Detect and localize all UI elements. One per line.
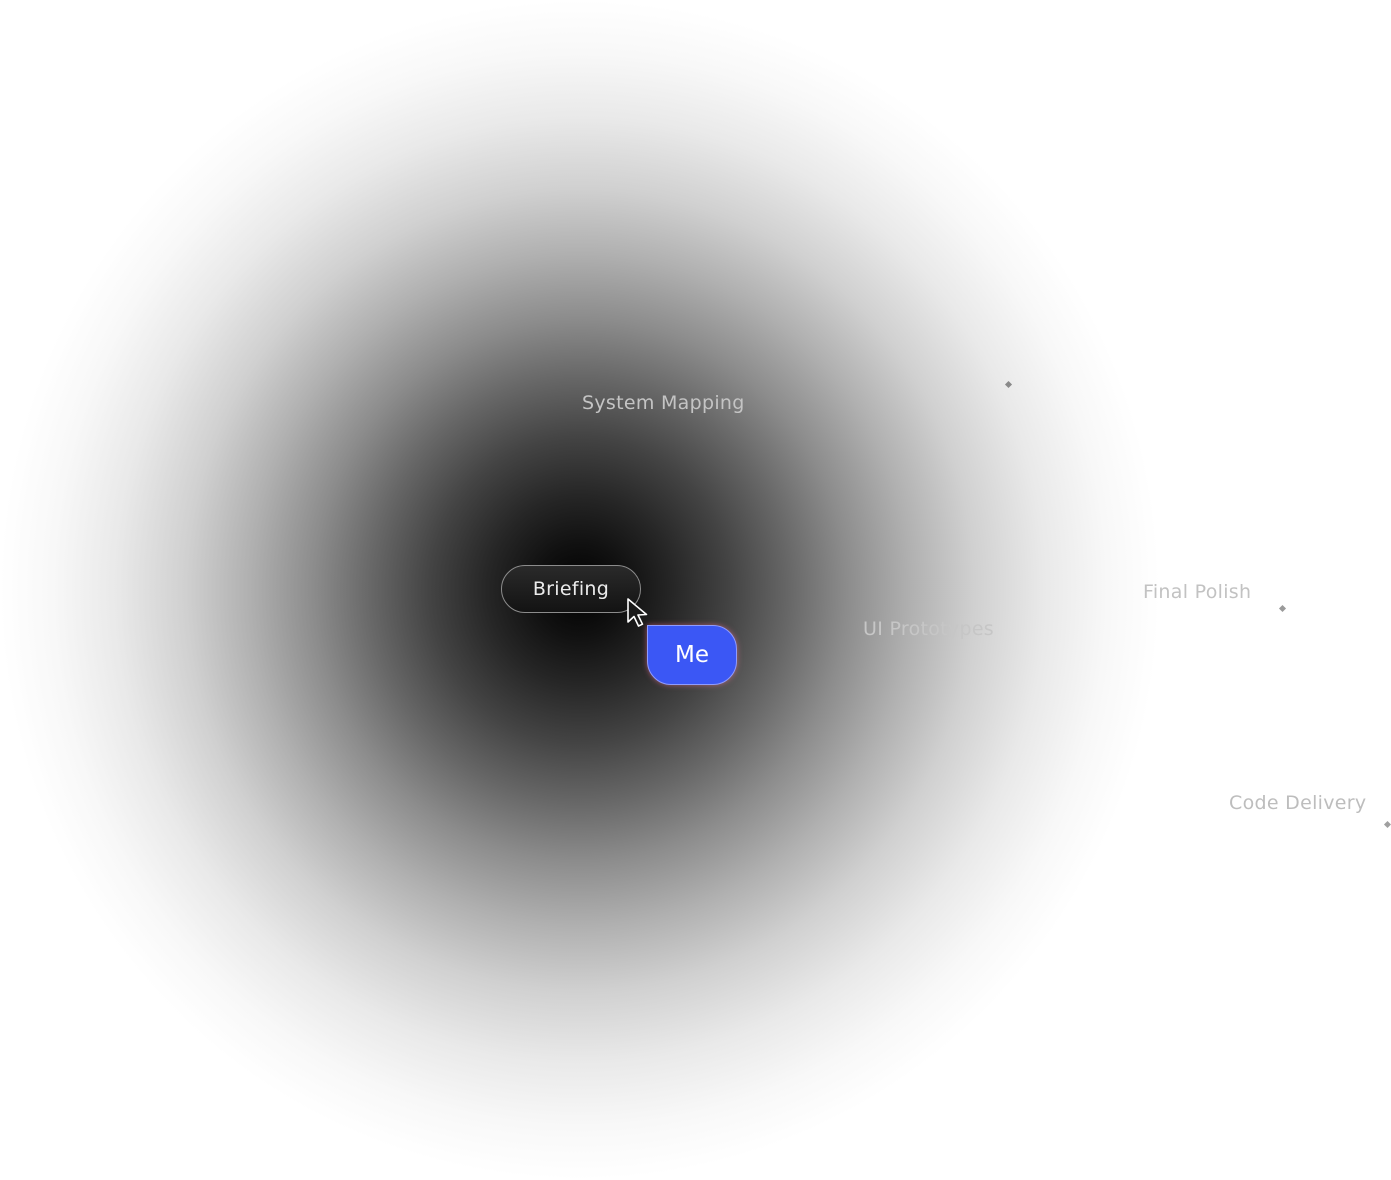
endpoint-marker-code-delivery bbox=[1383, 820, 1391, 829]
endpoint-marker-system-mapping bbox=[1004, 380, 1013, 389]
user-tag: Me bbox=[647, 625, 737, 685]
current-step-pill[interactable]: Briefing bbox=[501, 565, 641, 613]
node-label-system-mapping: System Mapping bbox=[582, 392, 745, 414]
node-label-code-delivery: Code Delivery bbox=[1229, 792, 1367, 814]
endpoint-marker-final-polish bbox=[1278, 604, 1287, 613]
user-tag-label: Me bbox=[675, 642, 709, 668]
node-label-ui-prototypes: UI Prototypes bbox=[863, 618, 995, 640]
current-step-label: Briefing bbox=[532, 578, 610, 600]
node-label-final-polish: Final Polish bbox=[1143, 581, 1252, 603]
pointer-arrow-icon bbox=[627, 598, 648, 627]
